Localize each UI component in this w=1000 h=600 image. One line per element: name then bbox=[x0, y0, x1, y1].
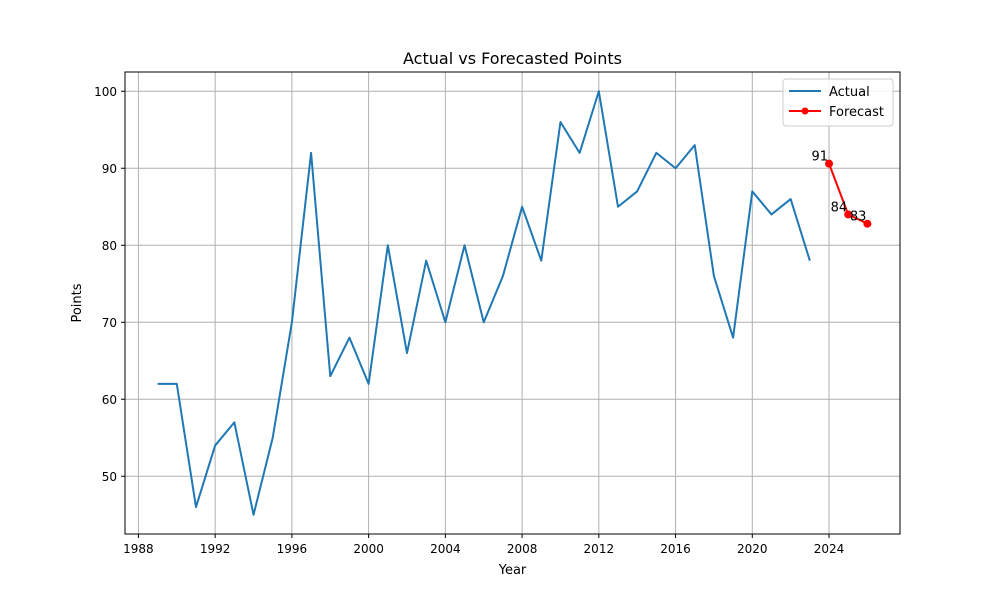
plot-frame bbox=[124, 71, 901, 535]
legend-label-actual: Actual bbox=[829, 85, 870, 100]
x-tick-label: 2024 bbox=[814, 542, 845, 556]
data-point-forecast bbox=[863, 219, 872, 228]
x-tick-label: 2004 bbox=[430, 542, 461, 556]
y-tick-label: 60 bbox=[102, 393, 117, 407]
x-tick-label: 1996 bbox=[277, 542, 308, 556]
x-tick-label: 1992 bbox=[200, 542, 231, 556]
chart-title: Actual vs Forecasted Points bbox=[403, 49, 622, 68]
legend-label-forecast: Forecast bbox=[829, 105, 884, 120]
x-axis-label: Year bbox=[498, 563, 527, 578]
data-label-forecast: 84 bbox=[831, 200, 848, 215]
x-tick-label: 2000 bbox=[353, 542, 384, 556]
y-axis-label: Points bbox=[70, 283, 85, 322]
y-tick-label: 50 bbox=[102, 470, 117, 484]
y-tick-label: 80 bbox=[102, 239, 117, 253]
x-tick-label: 2016 bbox=[660, 542, 691, 556]
data-label-forecast: 91 bbox=[811, 150, 828, 165]
y-tick-label: 100 bbox=[94, 85, 117, 99]
data-point-forecast bbox=[844, 210, 853, 219]
data-point-forecast bbox=[825, 159, 834, 168]
data-label-forecast: 83 bbox=[850, 210, 867, 225]
grid bbox=[125, 72, 900, 534]
x-tick-label: 2012 bbox=[584, 542, 615, 556]
legend-marker-forecast bbox=[801, 107, 809, 115]
axis-ticks: 1988 1992 1996 2000 2004 2008 2012 2016 2020 2024… bbox=[94, 85, 844, 556]
y-tick-label: 70 bbox=[102, 316, 117, 330]
legend: Actual Forecast bbox=[782, 78, 894, 127]
x-tick-label: 1988 bbox=[123, 542, 154, 556]
x-tick-label: 2008 bbox=[507, 542, 538, 556]
series-line-actual bbox=[157, 90, 811, 516]
x-tick-label: 2020 bbox=[737, 542, 768, 556]
y-tick-label: 90 bbox=[102, 162, 117, 176]
